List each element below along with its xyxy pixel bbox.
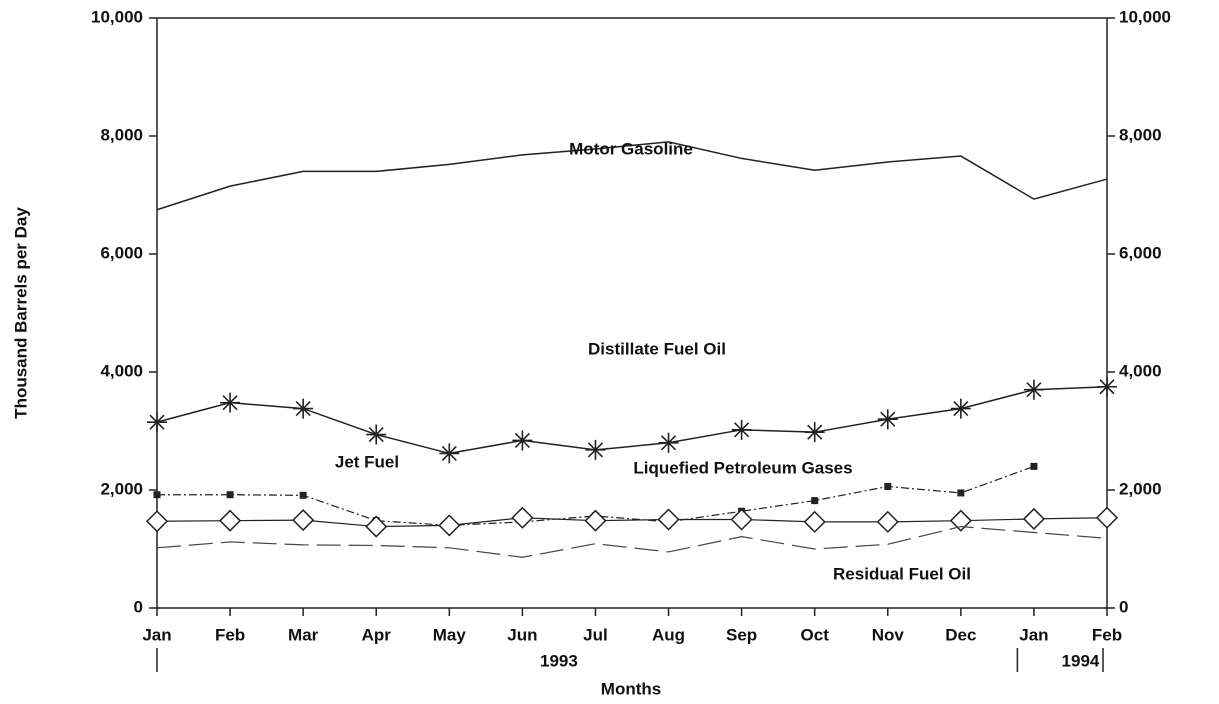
square-marker	[299, 491, 307, 499]
diamond-marker	[219, 509, 242, 532]
diamond-marker	[876, 510, 899, 533]
star-marker	[950, 398, 971, 419]
x-tick-label: Aug	[652, 625, 685, 644]
star-marker	[366, 424, 387, 445]
x-tick-label: Dec	[945, 625, 976, 644]
diamond-marker	[730, 508, 753, 531]
series-label: Distillate Fuel Oil	[588, 339, 726, 358]
x-tick-label: Feb	[1092, 625, 1122, 644]
star-marker	[147, 412, 167, 433]
star-marker	[731, 419, 752, 440]
square-marker	[884, 482, 892, 490]
star-marker	[439, 443, 460, 464]
x-group-label: 1993	[540, 651, 578, 670]
series-line	[156, 525, 1108, 558]
star-marker	[877, 409, 898, 430]
x-tick-label: May	[433, 625, 467, 644]
y-tick-label: 6,000	[100, 243, 143, 262]
y2-tick-label: 10,000	[1119, 7, 1171, 26]
y2-tick-label: 0	[1119, 597, 1128, 616]
y-tick-label: 10,000	[91, 7, 143, 26]
square-marker	[1030, 462, 1038, 470]
diamond-marker	[1022, 507, 1045, 530]
diamond-marker	[292, 509, 315, 532]
x-tick-label: Feb	[215, 625, 245, 644]
y2-tick-label: 2,000	[1119, 479, 1162, 498]
star-marker	[658, 432, 679, 453]
y2-tick-label: 6,000	[1119, 243, 1162, 262]
diamond-marker	[949, 509, 972, 532]
square-marker	[957, 489, 965, 497]
x-tick-label: Jun	[507, 625, 537, 644]
star-marker	[220, 392, 241, 413]
x-tick-label: Jan	[1019, 625, 1048, 644]
x-axis-label: Months	[601, 679, 661, 698]
square-marker	[153, 491, 161, 499]
diamond-marker	[511, 506, 534, 529]
x-tick-label: Mar	[288, 625, 319, 644]
x-tick-label: Jul	[583, 625, 608, 644]
x-tick-label: Oct	[801, 625, 830, 644]
y-tick-label: 0	[134, 597, 143, 616]
y-axis-label: Thousand Barrels per Day	[11, 207, 30, 419]
series-label: Jet Fuel	[335, 452, 399, 471]
diamond-marker	[803, 510, 826, 533]
star-marker	[804, 422, 825, 443]
diamond-marker	[657, 508, 680, 531]
series-label: Motor Gasoline	[569, 139, 693, 158]
x-tick-label: Jan	[142, 625, 171, 644]
y2-tick-label: 8,000	[1119, 125, 1162, 144]
star-marker	[1097, 376, 1117, 397]
diamond-marker	[584, 509, 607, 532]
series-line	[156, 141, 1108, 211]
star-marker	[1023, 379, 1044, 400]
y-tick-label: 4,000	[100, 361, 143, 380]
star-marker	[585, 439, 606, 460]
series-label: Residual Fuel Oil	[833, 564, 971, 583]
plot-frame	[156, 17, 1108, 609]
square-marker	[811, 497, 819, 505]
y-tick-label: 2,000	[100, 479, 143, 498]
diamond-marker	[438, 514, 461, 537]
x-group-label: 1994	[1062, 651, 1100, 670]
diamond-marker	[1095, 506, 1119, 529]
diamond-marker	[365, 515, 388, 538]
square-marker	[226, 491, 234, 499]
diamond-marker	[145, 510, 169, 533]
series-line	[156, 517, 1108, 528]
y-tick-label: 8,000	[100, 125, 143, 144]
x-tick-label: Nov	[872, 625, 905, 644]
series-label: Liquefied Petroleum Gases	[633, 458, 852, 477]
star-marker	[512, 430, 533, 451]
y2-tick-label: 4,000	[1119, 361, 1162, 380]
series-line	[156, 386, 1108, 455]
star-marker	[293, 398, 314, 419]
x-tick-label: Sep	[726, 625, 757, 644]
x-tick-label: Apr	[362, 625, 392, 644]
